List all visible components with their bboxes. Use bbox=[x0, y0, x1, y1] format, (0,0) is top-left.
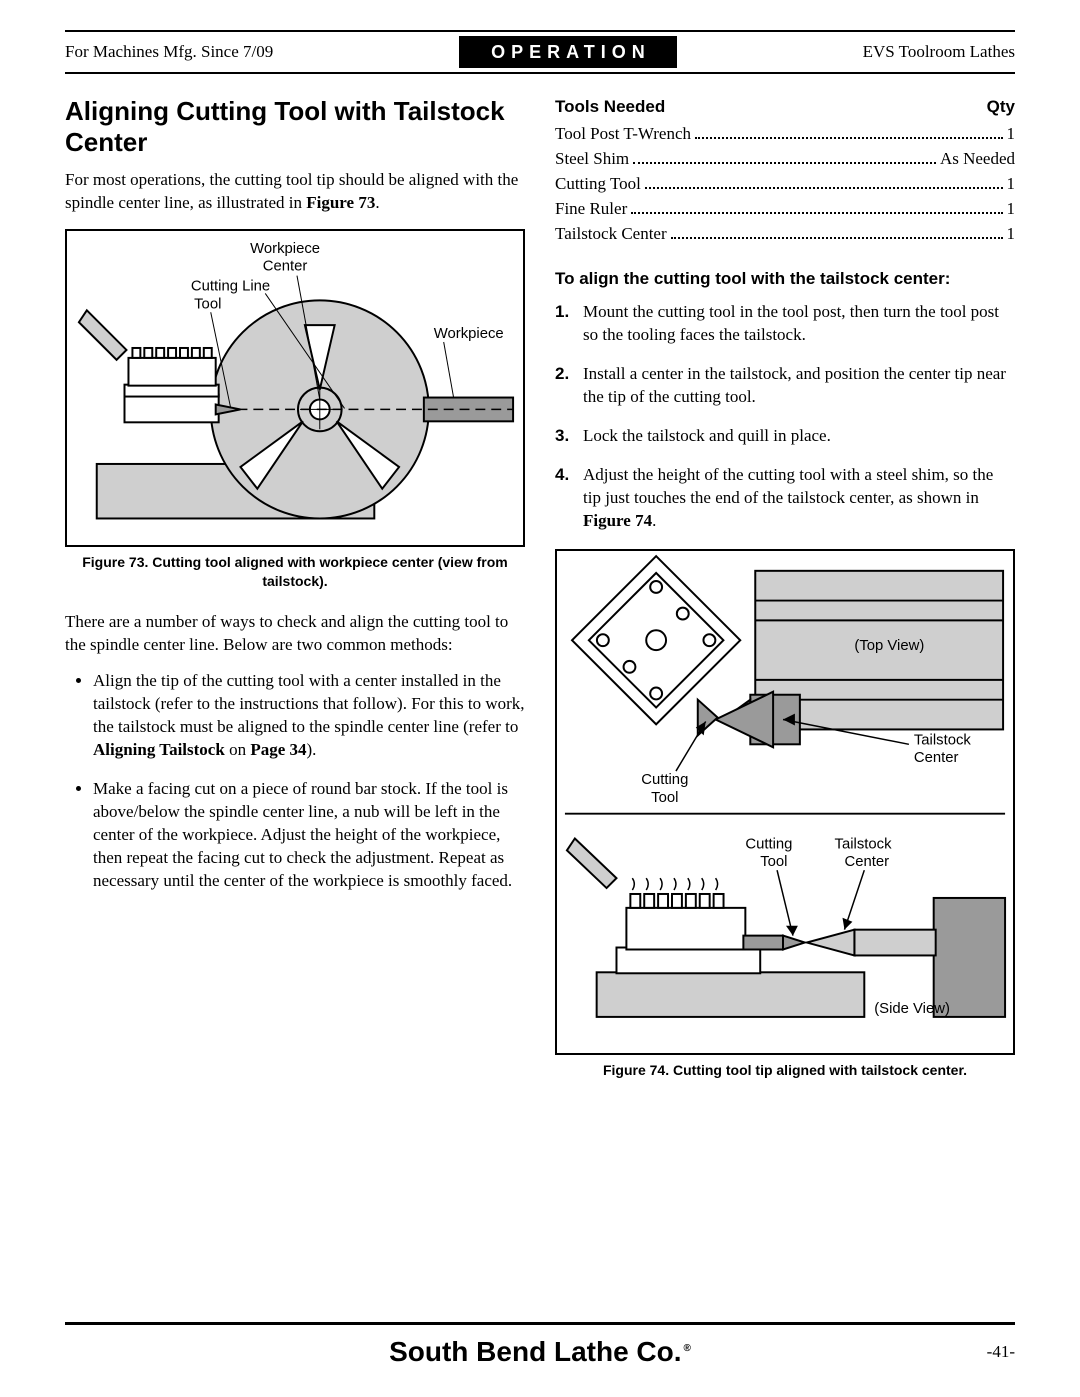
tool-name: Fine Ruler bbox=[555, 198, 627, 221]
label-cutting-side: Cutting bbox=[745, 836, 792, 852]
label-tailstock1a: Tailstock bbox=[914, 732, 972, 748]
header-center-badge: OPERATION bbox=[459, 36, 677, 68]
label-cutting-line: Cutting Line bbox=[191, 278, 270, 294]
tool-row: Cutting Tool 1 bbox=[555, 173, 1015, 196]
registered-mark: ® bbox=[684, 1343, 691, 1354]
right-column: Tools Needed Qty Tool Post T-Wrench1Stee… bbox=[555, 96, 1015, 1100]
figure-73: Workpiece Center Cutting Line Tool Workp… bbox=[65, 229, 525, 547]
step-number: 1. bbox=[555, 301, 583, 347]
intro-text: For most operations, the cutting tool ti… bbox=[65, 170, 518, 212]
figure-73-caption: Figure 73. Cutting tool aligned with wor… bbox=[65, 553, 525, 591]
tool-name: Cutting Tool bbox=[555, 173, 641, 196]
label-top-view: (Top View) bbox=[854, 638, 924, 654]
step-item: 2.Install a center in the tailstock, and… bbox=[555, 363, 1015, 409]
step-text: Install a center in the tailstock, and p… bbox=[583, 363, 1015, 409]
steps-heading: To align the cutting tool with the tails… bbox=[555, 268, 1015, 289]
step-number: 2. bbox=[555, 363, 583, 409]
step-item: 1.Mount the cutting tool in the tool pos… bbox=[555, 301, 1015, 347]
figure73-ref: Figure 73 bbox=[306, 193, 375, 212]
tool-name: Tool Post T-Wrench bbox=[555, 123, 691, 146]
tool-qty: 1 bbox=[1007, 198, 1016, 221]
label-tailstock2a: Tailstock bbox=[835, 836, 893, 852]
page-footer: South Bend Lathe Co.® -41- bbox=[65, 1322, 1015, 1371]
label-tool-side: Tool bbox=[760, 854, 787, 870]
label-workpiece: Workpiece bbox=[434, 326, 504, 342]
tools-needed-label: Tools Needed bbox=[555, 96, 665, 119]
methods-list: Align the tip of the cutting tool with a… bbox=[65, 670, 525, 892]
page-number: -41- bbox=[987, 1341, 1015, 1364]
step-item: 4.Adjust the height of the cutting tool … bbox=[555, 464, 1015, 533]
label-tool-top: Tool bbox=[651, 789, 678, 805]
page-header: For Machines Mfg. Since 7/09 OPERATION E… bbox=[65, 36, 1015, 74]
tool-name: Steel Shim bbox=[555, 148, 629, 171]
tool-qty: 1 bbox=[1007, 173, 1016, 196]
label-cutting-top: Cutting bbox=[641, 772, 688, 788]
figure-74: (Top View) Tailstock Center Cutting Tool bbox=[555, 549, 1015, 1056]
intro-paragraph: For most operations, the cutting tool ti… bbox=[65, 169, 525, 215]
header-left: For Machines Mfg. Since 7/09 bbox=[65, 41, 273, 64]
list-item: Make a facing cut on a piece of round ba… bbox=[93, 778, 525, 893]
list-item: Align the tip of the cutting tool with a… bbox=[93, 670, 525, 762]
label-workpiece-center-2: Center bbox=[263, 258, 308, 274]
label-workpiece-center-1: Workpiece bbox=[250, 240, 320, 256]
footer-brand: South Bend Lathe Co.® bbox=[389, 1333, 691, 1371]
tool-qty: 1 bbox=[1007, 223, 1016, 246]
label-side-view: (Side View) bbox=[874, 1001, 950, 1017]
intro-end: . bbox=[375, 193, 379, 212]
label-tool: Tool bbox=[194, 296, 221, 312]
tool-name: Tailstock Center bbox=[555, 223, 667, 246]
step-text: Lock the tailstock and quill in place. bbox=[583, 425, 1015, 448]
steps-list: 1.Mount the cutting tool in the tool pos… bbox=[555, 301, 1015, 533]
step-item: 3.Lock the tailstock and quill in place. bbox=[555, 425, 1015, 448]
tools-list: Tool Post T-Wrench1Steel ShimAs NeededCu… bbox=[555, 123, 1015, 246]
label-tailstock1b: Center bbox=[914, 750, 959, 766]
step-number: 3. bbox=[555, 425, 583, 448]
step-text: Mount the cutting tool in the tool post,… bbox=[583, 301, 1015, 347]
tool-row: Fine Ruler 1 bbox=[555, 198, 1015, 221]
section-heading: Aligning Cutting Tool with Tailstock Cen… bbox=[65, 96, 525, 158]
left-column: Aligning Cutting Tool with Tailstock Cen… bbox=[65, 96, 525, 1100]
tools-needed-header: Tools Needed Qty bbox=[555, 96, 1015, 119]
tool-row: Steel Shim As Needed bbox=[555, 148, 1015, 171]
label-tailstock2b: Center bbox=[844, 854, 889, 870]
figure-74-caption: Figure 74. Cutting tool tip aligned with… bbox=[555, 1061, 1015, 1080]
tool-row: Tool Post T-Wrench 1 bbox=[555, 123, 1015, 146]
tool-row: Tailstock Center 1 bbox=[555, 223, 1015, 246]
tool-qty: As Needed bbox=[940, 148, 1015, 171]
header-right: EVS Toolroom Lathes bbox=[863, 41, 1015, 64]
qty-label: Qty bbox=[987, 96, 1015, 119]
step-number: 4. bbox=[555, 464, 583, 533]
tool-qty: 1 bbox=[1007, 123, 1016, 146]
methods-intro: There are a number of ways to check and … bbox=[65, 611, 525, 657]
step-text: Adjust the height of the cutting tool wi… bbox=[583, 464, 1015, 533]
